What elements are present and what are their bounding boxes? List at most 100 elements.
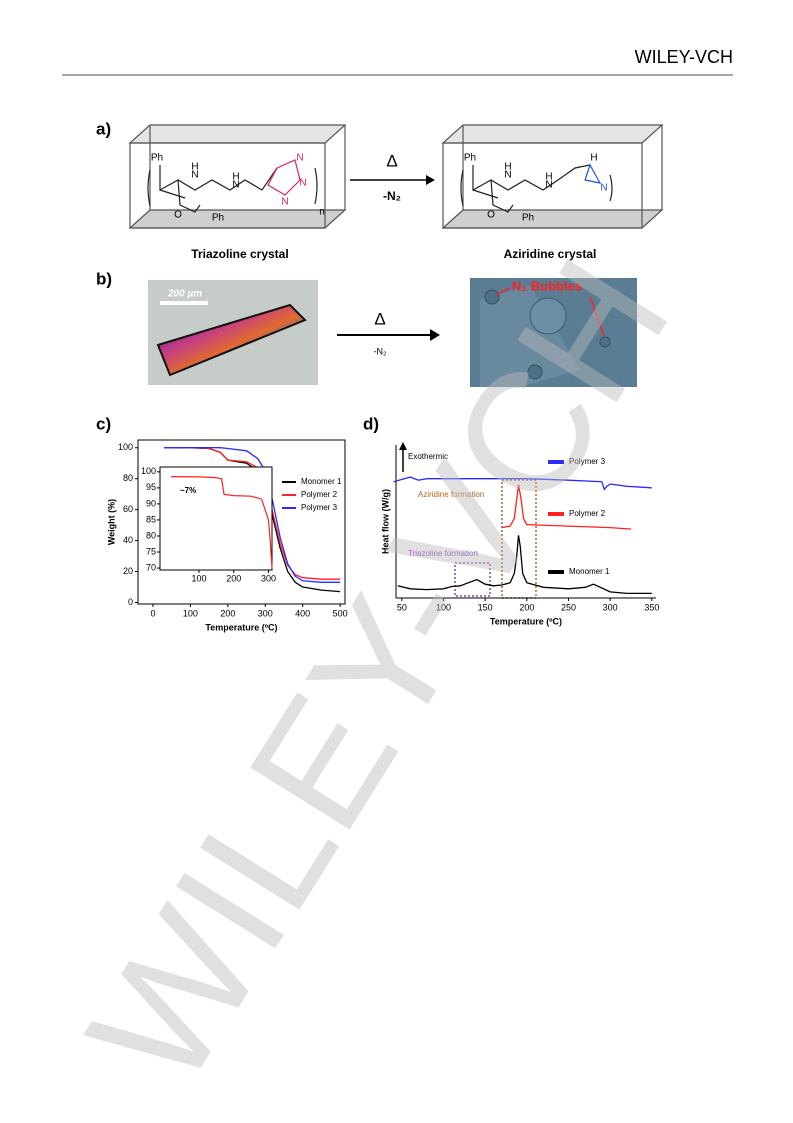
atom-label: Ph <box>151 153 163 164</box>
atom-label: N <box>296 153 303 164</box>
panel-label: b) <box>96 269 112 288</box>
arrow-top-label: Δ <box>374 309 385 328</box>
x-tick-label: 300 <box>258 608 273 618</box>
atom-label: H <box>590 153 597 164</box>
caption-left: Triazoline crystal <box>191 247 288 261</box>
triazoline-box <box>454 562 491 597</box>
atom-label: O <box>487 210 495 221</box>
inset-y-tick-label: 95 <box>146 482 156 492</box>
x-tick-label: 300 <box>603 602 618 612</box>
header-brand: WILEY-VCH <box>635 47 733 67</box>
y-tick-label: 0 <box>128 597 133 607</box>
atom-label: H <box>232 172 239 183</box>
bubble <box>484 289 500 305</box>
crystal-shadow <box>480 285 580 387</box>
legend-label: Polymer 2 <box>569 509 606 518</box>
bubble <box>599 336 611 348</box>
series-line <box>393 476 652 491</box>
annotation: Triazoline formation <box>408 549 478 558</box>
y-tick-label: 80 <box>123 473 133 483</box>
atom-label: H <box>191 162 198 173</box>
inset-y-tick-label: 100 <box>141 466 156 476</box>
atom-label: n <box>319 207 325 218</box>
y-tick-label: 40 <box>123 535 133 545</box>
inset-annotation: ~7% <box>180 486 196 495</box>
atom-label: Ph <box>212 213 224 224</box>
x-tick-label: 500 <box>333 608 348 618</box>
exo-arrow-head <box>399 442 407 450</box>
x-axis-title: Temperature (ºC) <box>490 616 562 626</box>
atom-label: Ph <box>522 213 534 224</box>
atom-label: H <box>545 172 552 183</box>
legend-label: Polymer 2 <box>301 490 338 499</box>
series-line <box>501 484 632 530</box>
annotation: Aziridine formation <box>418 490 484 499</box>
inset-y-tick-label: 85 <box>146 514 156 524</box>
structure-right <box>460 163 613 213</box>
bubble <box>529 297 567 335</box>
y-axis-title: Heat flow (W/g) <box>380 489 390 554</box>
inset-y-tick-label: 80 <box>146 530 156 540</box>
panel-label: a) <box>96 119 111 138</box>
atom-label: N <box>191 170 198 181</box>
scale-bar-label: 200 µm <box>167 289 202 300</box>
legend-label: Monomer 1 <box>301 477 342 486</box>
inset-line <box>171 476 273 569</box>
legend-label: Polymer 3 <box>569 457 606 466</box>
atom-label: Ph <box>464 153 476 164</box>
x-tick-label: 350 <box>644 602 659 612</box>
x-tick-label: 0 <box>150 608 155 618</box>
atom-label: N <box>600 183 607 194</box>
atom-label: N <box>545 180 552 191</box>
atom-label: N <box>281 197 288 208</box>
atom-label: N <box>232 180 239 191</box>
annotation-arrows <box>495 287 605 337</box>
inset-frame <box>159 466 273 571</box>
y-tick-label: 100 <box>118 442 133 452</box>
annotation: Exothermic <box>408 452 448 461</box>
arrow-head <box>430 329 440 341</box>
x-tick-label: 50 <box>397 602 407 612</box>
panel-label: c) <box>96 414 111 433</box>
arrow-bottom-label: -N₂ <box>374 346 387 356</box>
inset-y-tick-label: 90 <box>146 498 156 508</box>
arrow-bottom-label: -N₂ <box>383 189 401 203</box>
y-tick-label: 20 <box>123 566 133 576</box>
panel-label: d) <box>363 414 379 433</box>
inset-y-tick-label: 75 <box>146 546 156 556</box>
inset-x-tick-label: 200 <box>226 573 241 583</box>
crystal-box-left <box>128 124 347 229</box>
x-tick-label: 200 <box>519 602 534 612</box>
x-tick-label: 100 <box>183 608 198 618</box>
x-tick-label: 200 <box>220 608 235 618</box>
inset-y-tick-label: 70 <box>146 562 156 572</box>
y-tick-label: 60 <box>123 504 133 514</box>
bubble <box>527 364 543 380</box>
x-tick-label: 250 <box>561 602 576 612</box>
x-tick-label: 150 <box>478 602 493 612</box>
legend-label: Monomer 1 <box>569 567 610 576</box>
atom-label: O <box>174 210 182 221</box>
inset-x-tick-label: 100 <box>191 573 206 583</box>
scale-bar <box>160 301 208 305</box>
caption-right: Aziridine crystal <box>504 247 597 261</box>
crystal-image <box>156 303 307 377</box>
x-tick-label: 100 <box>436 602 451 612</box>
series-line <box>397 535 652 595</box>
x-axis-title: Temperature (ºC) <box>205 622 277 632</box>
inset-x-tick-label: 300 <box>261 573 276 583</box>
x-tick-label: 400 <box>295 608 310 618</box>
atom-label: N <box>299 178 306 189</box>
y-axis-title: Weight (%) <box>106 499 116 545</box>
atom-label: H <box>504 162 511 173</box>
legend-label: Polymer 3 <box>301 503 338 512</box>
arrow-top-label: Δ <box>386 151 397 170</box>
plot-frame <box>137 439 346 605</box>
structure-left <box>147 159 318 213</box>
bubble-annotation: N₂ Bubbles <box>512 278 582 293</box>
arrow-head <box>426 175 435 185</box>
crystal-box-right <box>441 124 664 229</box>
atom-label: N <box>504 170 511 181</box>
